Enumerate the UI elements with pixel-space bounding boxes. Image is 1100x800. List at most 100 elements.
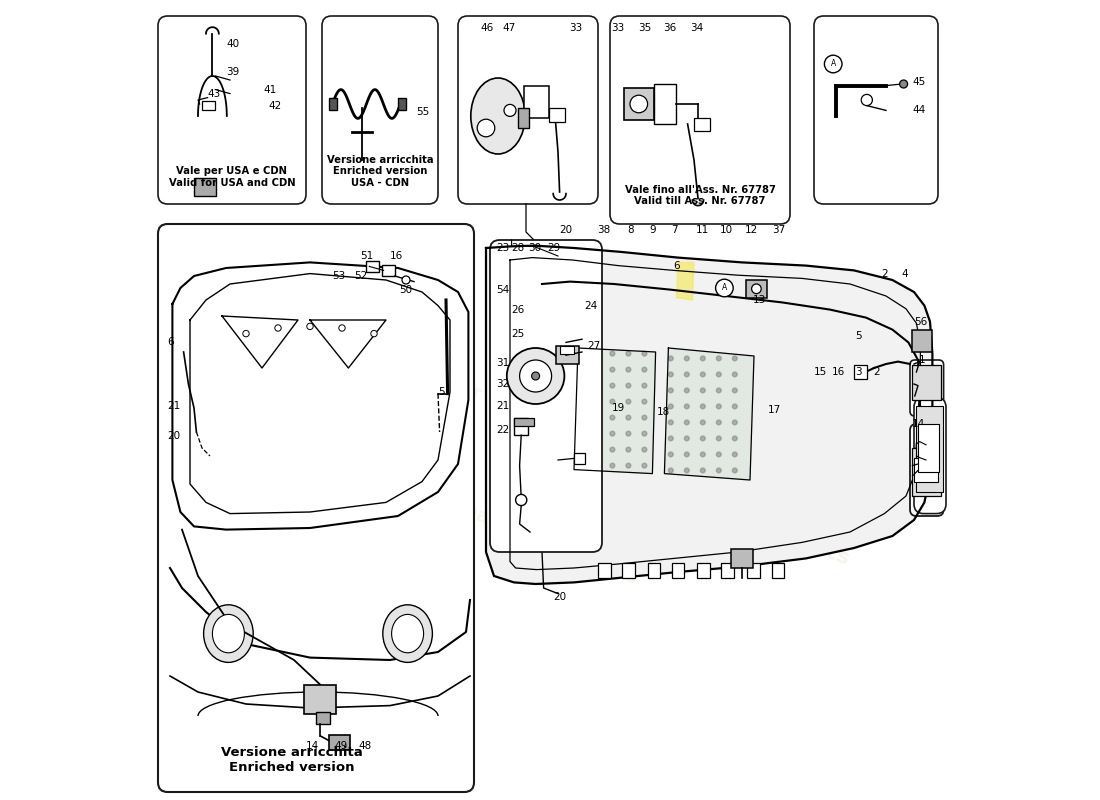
Text: 20: 20 bbox=[167, 431, 180, 441]
Text: Vale fino all'Ass. Nr. 67787
Valid till Ass. Nr. 67787: Vale fino all'Ass. Nr. 67787 Valid till … bbox=[625, 185, 776, 206]
Circle shape bbox=[642, 415, 647, 420]
Circle shape bbox=[594, 415, 598, 420]
Text: 2: 2 bbox=[881, 269, 888, 278]
Circle shape bbox=[701, 468, 705, 473]
FancyBboxPatch shape bbox=[322, 16, 438, 204]
Circle shape bbox=[733, 436, 737, 441]
Bar bbox=[746, 280, 767, 298]
Ellipse shape bbox=[471, 78, 525, 154]
Circle shape bbox=[610, 351, 615, 356]
Text: 47: 47 bbox=[503, 23, 516, 33]
Circle shape bbox=[684, 468, 690, 473]
Text: 22: 22 bbox=[496, 426, 509, 435]
Text: 23: 23 bbox=[496, 243, 509, 253]
Circle shape bbox=[669, 404, 673, 409]
Text: 16: 16 bbox=[832, 367, 845, 377]
Ellipse shape bbox=[212, 614, 244, 653]
Circle shape bbox=[610, 463, 615, 468]
Circle shape bbox=[701, 420, 705, 425]
Text: 10: 10 bbox=[720, 225, 734, 234]
Circle shape bbox=[716, 356, 722, 361]
Circle shape bbox=[402, 276, 410, 284]
Circle shape bbox=[594, 431, 598, 436]
Text: 45: 45 bbox=[912, 78, 926, 87]
Text: 44: 44 bbox=[912, 106, 926, 115]
Text: 55: 55 bbox=[417, 107, 430, 117]
Ellipse shape bbox=[504, 104, 516, 116]
Text: 40: 40 bbox=[226, 39, 239, 49]
Circle shape bbox=[594, 383, 598, 388]
Text: 2: 2 bbox=[873, 367, 880, 377]
Text: 17: 17 bbox=[768, 405, 781, 414]
Text: 14: 14 bbox=[306, 741, 319, 750]
Bar bbox=[747, 563, 760, 578]
Circle shape bbox=[669, 420, 673, 425]
FancyBboxPatch shape bbox=[914, 398, 946, 514]
Text: 18: 18 bbox=[657, 407, 670, 417]
FancyBboxPatch shape bbox=[910, 424, 944, 516]
Text: 34: 34 bbox=[690, 23, 703, 33]
Text: 41: 41 bbox=[264, 85, 277, 94]
Circle shape bbox=[642, 431, 647, 436]
Bar bbox=[722, 563, 734, 578]
Text: 24: 24 bbox=[584, 301, 597, 310]
Text: 20: 20 bbox=[553, 592, 566, 602]
Text: 54: 54 bbox=[496, 285, 509, 294]
Circle shape bbox=[626, 431, 630, 436]
Polygon shape bbox=[676, 262, 694, 300]
Text: 6: 6 bbox=[673, 261, 680, 270]
Bar bbox=[518, 108, 529, 128]
Text: 29: 29 bbox=[548, 243, 561, 253]
Text: Vale per USA e CDN
Valid for USA and CDN: Vale per USA e CDN Valid for USA and CDN bbox=[168, 166, 295, 188]
Circle shape bbox=[669, 356, 673, 361]
Bar bbox=[771, 563, 784, 578]
Circle shape bbox=[733, 388, 737, 393]
Text: 27: 27 bbox=[587, 341, 601, 350]
Circle shape bbox=[578, 399, 583, 404]
FancyBboxPatch shape bbox=[910, 360, 944, 416]
Text: 8: 8 bbox=[627, 225, 634, 234]
Circle shape bbox=[733, 356, 737, 361]
Bar bbox=[329, 735, 350, 750]
Text: passion for parts: passion for parts bbox=[460, 500, 640, 588]
Circle shape bbox=[610, 431, 615, 436]
Bar bbox=[329, 98, 338, 110]
Ellipse shape bbox=[531, 372, 540, 380]
Circle shape bbox=[642, 367, 647, 372]
Bar bbox=[621, 563, 635, 578]
Circle shape bbox=[594, 447, 598, 452]
Circle shape bbox=[610, 367, 615, 372]
Circle shape bbox=[684, 452, 690, 457]
Circle shape bbox=[626, 383, 630, 388]
FancyBboxPatch shape bbox=[158, 16, 306, 204]
FancyBboxPatch shape bbox=[814, 16, 938, 204]
FancyBboxPatch shape bbox=[490, 240, 602, 552]
Circle shape bbox=[626, 463, 630, 468]
Circle shape bbox=[716, 404, 722, 409]
Ellipse shape bbox=[507, 348, 564, 404]
Text: 35: 35 bbox=[638, 23, 651, 33]
Circle shape bbox=[578, 463, 583, 468]
Circle shape bbox=[716, 468, 722, 473]
Circle shape bbox=[684, 388, 690, 393]
Circle shape bbox=[578, 351, 583, 356]
Circle shape bbox=[716, 452, 722, 457]
Text: 32: 32 bbox=[496, 379, 509, 389]
Bar bbox=[305, 685, 337, 714]
Circle shape bbox=[594, 463, 598, 468]
Text: 25: 25 bbox=[512, 330, 525, 339]
Text: 43: 43 bbox=[208, 90, 221, 99]
Circle shape bbox=[733, 468, 737, 473]
Text: 085: 085 bbox=[719, 412, 860, 516]
Circle shape bbox=[594, 351, 598, 356]
Bar bbox=[398, 98, 406, 110]
Text: 19: 19 bbox=[612, 403, 625, 413]
Text: 38: 38 bbox=[597, 225, 611, 234]
Text: 37: 37 bbox=[772, 225, 785, 234]
Text: 16: 16 bbox=[390, 251, 404, 261]
Bar bbox=[912, 330, 933, 352]
Bar bbox=[598, 563, 611, 578]
Circle shape bbox=[626, 447, 630, 452]
Bar bbox=[912, 365, 942, 400]
Bar bbox=[194, 178, 217, 196]
